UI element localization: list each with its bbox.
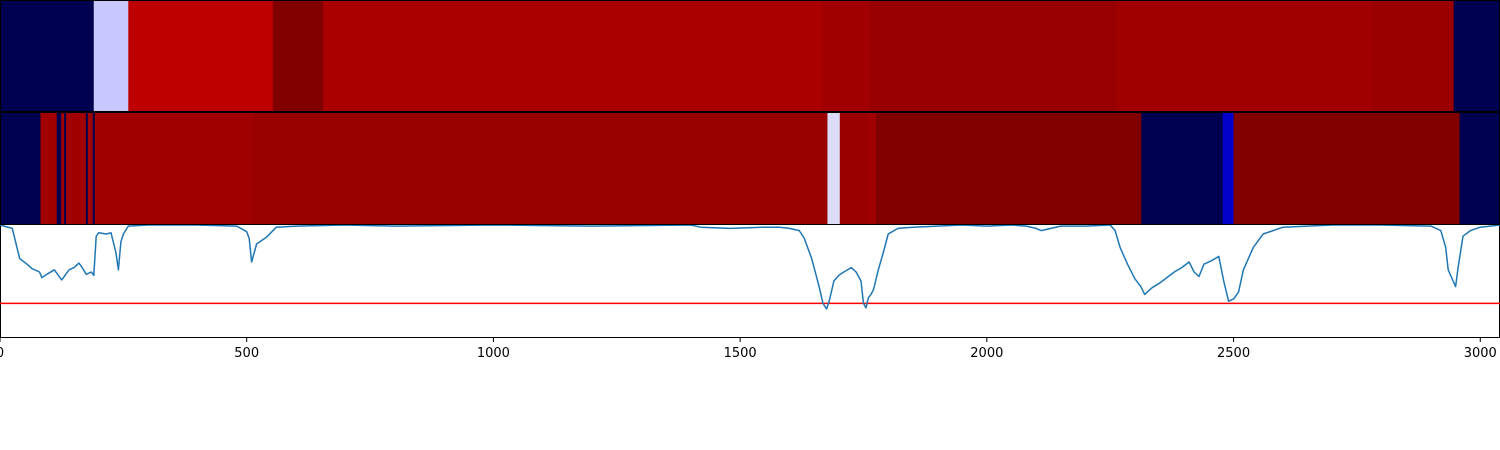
heatmap-segment-top-8 [1373, 0, 1455, 112]
heatmap-segment-top-0 [0, 0, 95, 112]
series-line [0, 224, 1500, 310]
heatmap-segment-top-5 [822, 0, 872, 112]
heatmap-segment-middle-6 [85, 113, 89, 225]
heatmap-segment-middle-8 [92, 113, 96, 225]
heatmap-segment-top-9 [1453, 0, 1500, 112]
x-tick-label-6: 3000 [1464, 346, 1497, 361]
heatmap-band-middle [0, 113, 1500, 225]
heatmap-segment-middle-9 [94, 113, 255, 225]
heatmap-segment-middle-12 [839, 113, 869, 225]
x-tick-label-1: 500 [234, 346, 259, 361]
x-axis: 0 500 1000 1500 2000 2500 3000 [0, 337, 1497, 361]
x-tick-label-0: 0 [0, 346, 4, 361]
heatmap-segment-middle-0 [0, 113, 41, 225]
line-plot-panel [0, 224, 1500, 338]
heatmap-segment-middle-3 [61, 113, 65, 225]
heatmap-segment-middle-18 [1459, 113, 1500, 225]
heatmap-band-top [0, 0, 1500, 112]
heatmap-segment-middle-13 [868, 113, 877, 225]
heatmap-segment-middle-7 [87, 113, 94, 225]
heatmap-segment-top-1 [93, 0, 129, 112]
heatmap-segment-middle-16 [1222, 113, 1235, 225]
heatmap-segment-top-4 [323, 0, 824, 112]
x-tick-label-4: 2000 [970, 346, 1003, 361]
heatmap-segment-middle-2 [56, 113, 62, 225]
heatmap-segment-middle-17 [1233, 113, 1461, 225]
heatmap-segment-middle-1 [40, 113, 58, 225]
heatmap-segment-middle-4 [64, 113, 67, 225]
x-tick-label-3: 1500 [724, 346, 757, 361]
heatmap-segment-middle-14 [875, 113, 1142, 225]
heatmap-segment-middle-5 [66, 113, 87, 225]
x-tick-label-5: 2500 [1217, 346, 1250, 361]
heatmap-segment-middle-15 [1141, 113, 1224, 225]
heatmap-segment-top-3 [272, 0, 324, 112]
x-tick-label-2: 1000 [477, 346, 510, 361]
heatmap-segment-top-7 [1116, 0, 1374, 112]
heatmap-segment-middle-10 [254, 113, 828, 225]
heatmap-segment-top-2 [128, 0, 274, 112]
heatmap-segment-middle-11 [827, 113, 841, 225]
heatmap-segment-top-6 [870, 0, 1117, 112]
